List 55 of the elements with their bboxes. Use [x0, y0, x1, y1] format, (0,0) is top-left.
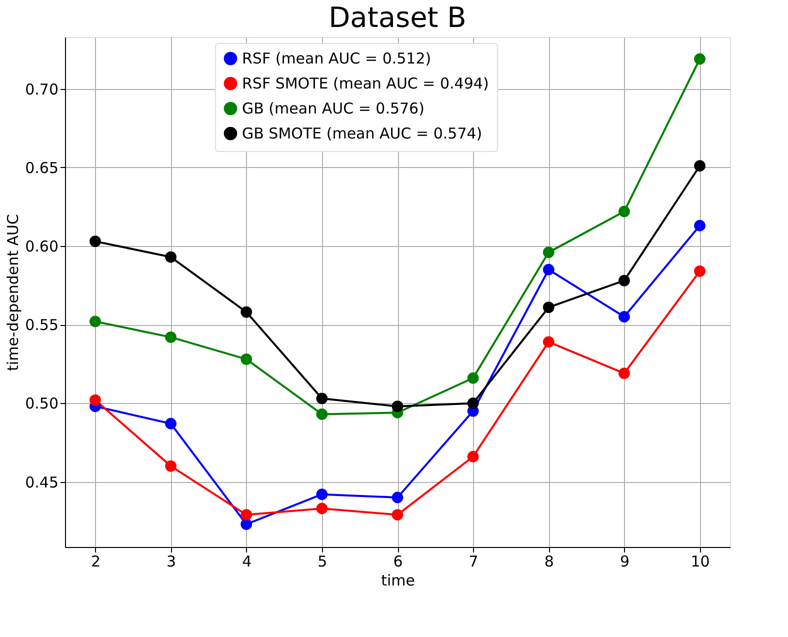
point	[165, 418, 176, 430]
point	[240, 509, 252, 520]
x-axis-title: time	[381, 572, 415, 590]
point	[542, 264, 554, 276]
point	[694, 220, 706, 232]
point	[618, 368, 630, 380]
point	[90, 394, 101, 406]
point	[90, 316, 101, 328]
legend-label: GB (mean AUC = 0.576)	[242, 100, 424, 118]
point	[240, 306, 252, 318]
point	[467, 372, 479, 384]
x-tick-label: 6	[393, 552, 403, 570]
point	[694, 53, 706, 65]
y-tick-label: 0.70	[25, 80, 58, 98]
y-tick-label: 0.45	[25, 473, 58, 492]
point	[90, 236, 101, 248]
point	[240, 518, 252, 530]
point	[542, 246, 554, 258]
point	[467, 450, 479, 462]
y-tick-label: 0.50	[25, 394, 58, 413]
x-tick-label: 5	[318, 552, 328, 570]
point	[542, 302, 554, 314]
legend-label: GB SMOTE (mean AUC = 0.574)	[242, 124, 482, 142]
x-tick-label: 10	[690, 552, 710, 570]
point	[542, 336, 554, 348]
point	[694, 265, 706, 277]
x-tick-label: 9	[620, 552, 630, 570]
legend-label: RSF SMOTE (mean AUC = 0.494)	[242, 74, 489, 92]
point	[316, 502, 328, 514]
y-tick-label: 0.65	[25, 158, 58, 177]
point	[618, 311, 630, 322]
point	[618, 206, 630, 218]
x-tick-label: 2	[90, 552, 100, 570]
y-axis-title: time-dependent AUC	[4, 214, 22, 371]
chart-title: Dataset B	[328, 1, 466, 34]
point	[240, 354, 252, 365]
point	[165, 251, 176, 263]
point	[618, 274, 630, 286]
y-tick-label: 0.55	[25, 316, 58, 334]
x-tick-label: 4	[242, 552, 252, 570]
x-tick-label: 8	[544, 552, 554, 570]
point	[165, 460, 176, 472]
x-tick-label: 7	[468, 552, 478, 570]
point	[392, 492, 404, 504]
point	[467, 398, 479, 409]
x-tick-label: 3	[166, 552, 176, 570]
point	[316, 392, 328, 404]
point	[392, 400, 404, 412]
point	[694, 160, 706, 172]
point	[316, 408, 328, 420]
point	[165, 331, 176, 343]
legend-label: RSF (mean AUC = 0.512)	[242, 50, 432, 68]
point	[392, 509, 404, 520]
y-tick-label: 0.60	[25, 238, 58, 256]
point	[316, 488, 328, 500]
